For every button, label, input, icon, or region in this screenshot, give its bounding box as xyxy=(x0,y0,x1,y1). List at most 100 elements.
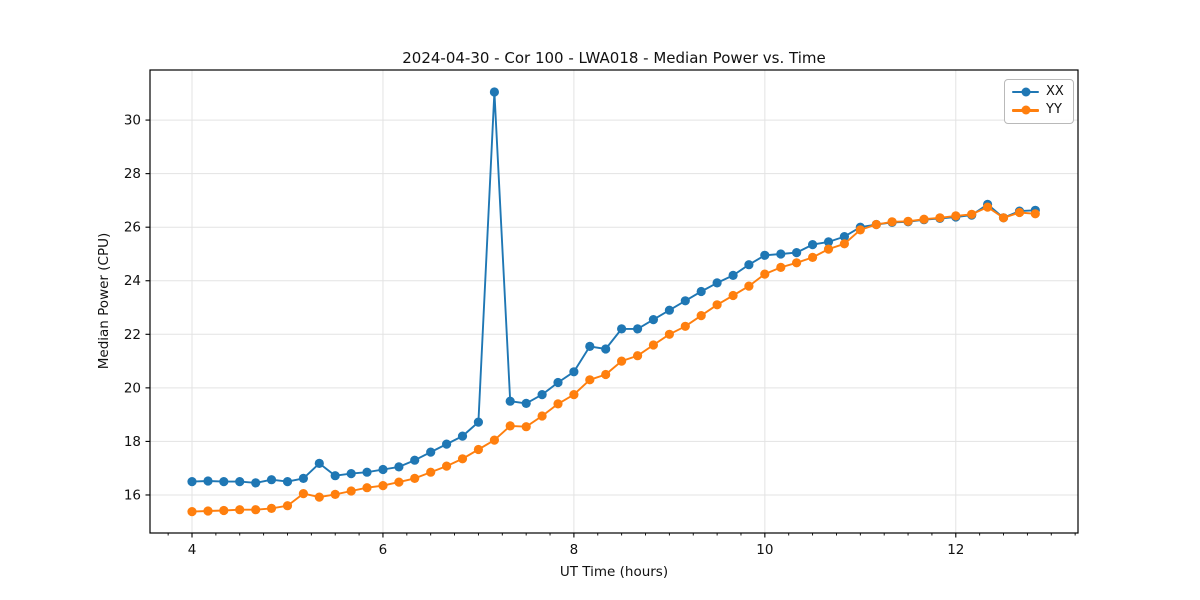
data-point-xx xyxy=(489,87,499,97)
data-point-yy xyxy=(505,421,515,431)
data-point-yy xyxy=(839,239,850,249)
data-point-xx xyxy=(633,324,643,334)
x-tick-label: 4 xyxy=(188,542,197,558)
data-point-xx xyxy=(569,367,579,377)
data-point-yy xyxy=(203,506,213,516)
data-point-xx xyxy=(728,270,738,280)
data-point-xx xyxy=(219,477,229,487)
plot-border xyxy=(149,69,1079,534)
data-point-xx xyxy=(712,278,722,288)
data-point-xx xyxy=(664,305,675,315)
data-point-xx xyxy=(553,377,563,388)
data-point-yy xyxy=(378,481,388,491)
data-point-yy xyxy=(744,281,754,291)
data-point-yy xyxy=(951,211,961,221)
data-point-yy xyxy=(664,329,675,339)
data-point-yy xyxy=(346,486,356,496)
data-point-yy xyxy=(728,290,738,301)
data-point-yy xyxy=(553,399,563,409)
data-point-xx xyxy=(760,250,770,260)
legend-label-xx: XX xyxy=(1046,84,1064,99)
data-point-yy xyxy=(219,505,229,516)
legend: XX YY xyxy=(1004,79,1074,124)
data-point-yy xyxy=(855,225,865,235)
data-point-yy xyxy=(298,489,308,499)
series-yy xyxy=(187,202,1040,517)
data-point-yy xyxy=(808,252,818,262)
legend-dot-icon xyxy=(1021,87,1030,97)
data-point-xx xyxy=(251,478,261,488)
data-point-yy xyxy=(521,422,531,432)
data-point-yy xyxy=(617,356,627,366)
data-point-xx xyxy=(442,439,452,449)
data-point-yy xyxy=(601,369,611,380)
data-point-yy xyxy=(887,217,897,227)
data-point-yy xyxy=(871,219,881,230)
data-point-xx xyxy=(585,341,595,351)
data-point-xx xyxy=(362,467,372,477)
data-point-yy xyxy=(983,202,993,212)
data-point-xx xyxy=(266,475,277,485)
legend-item-yy: YY xyxy=(1012,102,1064,118)
data-point-yy xyxy=(1030,209,1040,219)
y-tick-label: 20 xyxy=(124,380,141,396)
data-point-yy xyxy=(935,213,945,223)
data-point-yy xyxy=(537,411,547,421)
legend-line-marker-icon xyxy=(1012,105,1039,115)
data-point-yy xyxy=(696,311,706,321)
legend-dot-icon xyxy=(1021,105,1030,115)
y-tick-label: 28 xyxy=(124,166,141,182)
data-point-xx xyxy=(457,431,468,441)
data-point-yy xyxy=(410,473,420,483)
data-point-yy xyxy=(362,483,372,493)
data-point-yy xyxy=(776,262,786,272)
y-tick-label: 22 xyxy=(124,327,141,343)
legend-line-marker-icon xyxy=(1012,87,1039,97)
data-point-yy xyxy=(457,454,468,464)
data-point-xx xyxy=(330,471,340,481)
data-point-yy xyxy=(633,351,643,361)
x-tick-label: 8 xyxy=(570,542,579,558)
y-axis-label: Median Power (CPU) xyxy=(96,232,112,370)
data-point-xx xyxy=(792,248,802,258)
data-point-xx xyxy=(521,398,531,408)
x-axis: 4 6 8 10 12 xyxy=(188,533,964,558)
data-point-yy xyxy=(235,505,245,515)
x-axis-label: UT Time (hours) xyxy=(559,564,669,580)
data-point-xx xyxy=(823,237,834,247)
data-point-yy xyxy=(760,269,770,279)
data-point-xx xyxy=(601,344,611,354)
y-tick-label: 26 xyxy=(124,220,141,236)
data-point-xx xyxy=(617,324,627,334)
data-point-xx xyxy=(648,315,659,325)
data-point-xx xyxy=(744,260,754,270)
data-point-xx xyxy=(839,232,850,242)
y-tick-label: 30 xyxy=(124,113,141,129)
x-tick-label: 6 xyxy=(379,542,388,558)
x-axis-minor-ticks xyxy=(167,533,1076,536)
data-point-xx xyxy=(235,477,245,487)
data-point-xx xyxy=(298,473,308,483)
data-point-xx xyxy=(314,458,324,468)
chart-title: 2024-04-30 - Cor 100 - LWA018 - Median P… xyxy=(402,49,826,67)
data-point-yy xyxy=(680,321,690,331)
data-point-yy xyxy=(585,375,595,385)
data-point-xx xyxy=(808,240,818,250)
data-point-xx xyxy=(346,469,356,479)
data-point-yy xyxy=(792,258,802,268)
legend-label-yy: YY xyxy=(1046,102,1062,118)
data-point-yy xyxy=(473,444,483,455)
data-point-yy xyxy=(426,467,436,477)
data-point-yy xyxy=(314,492,324,502)
data-point-xx xyxy=(203,476,213,486)
data-point-yy xyxy=(394,477,404,487)
x-tick-label: 10 xyxy=(756,542,773,558)
data-point-xx xyxy=(187,477,197,487)
grid xyxy=(150,70,1078,533)
data-point-yy xyxy=(442,461,452,471)
legend-item-xx: XX xyxy=(1012,84,1064,99)
data-point-yy xyxy=(903,216,913,226)
data-point-yy xyxy=(282,501,293,511)
data-point-yy xyxy=(251,505,261,515)
